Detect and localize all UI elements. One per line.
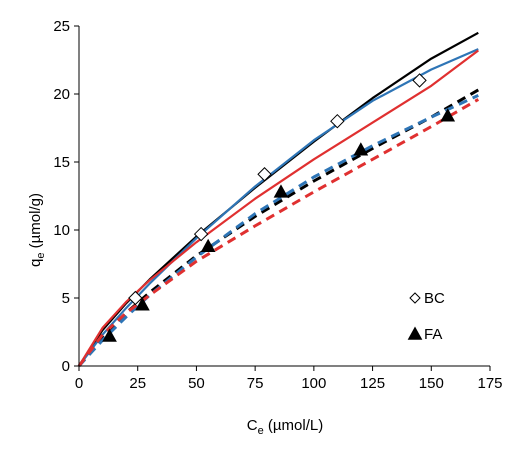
data-point-FA	[353, 142, 369, 156]
data-point-FA	[200, 238, 216, 253]
markers-layer	[102, 73, 456, 342]
fit-curves-layer	[77, 31, 480, 368]
y-axis-label: qe (µmol/g)	[27, 193, 47, 267]
data-point-BC	[128, 290, 143, 306]
x-tick-label: 175	[477, 375, 502, 392]
legend-marker-BC	[409, 292, 421, 304]
fit-curve-solid-2	[78, 48, 479, 367]
y-tick-label: 15	[53, 154, 70, 171]
data-point-FA	[135, 297, 150, 311]
x-tick-label: 75	[247, 375, 264, 392]
data-point-FA	[273, 184, 289, 198]
fit-curve-dashed-4	[77, 88, 480, 367]
data-point-BC	[193, 226, 209, 242]
x-tick-label: 25	[129, 375, 146, 392]
x-tick-label: 50	[188, 375, 205, 392]
axes-layer: 0 5 10 15 20 25 0 25 50 75 100 125 150 175	[53, 18, 502, 392]
y-tick-label: 25	[53, 18, 70, 35]
legend-marker-FA	[407, 326, 423, 340]
data-point-BC	[412, 73, 427, 88]
data-point-FA	[102, 328, 117, 342]
fit-curve-dashed-6	[77, 98, 480, 367]
x-tick-label: 0	[75, 375, 83, 392]
x-tick-label: 100	[301, 375, 326, 392]
y-tick-label: 10	[53, 222, 70, 239]
legend-label-FA: FA	[424, 326, 442, 343]
legend: BC FA	[407, 290, 445, 343]
data-point-BC	[257, 167, 272, 182]
fit-curve-dashed-5	[77, 94, 479, 368]
y-tick-label: 5	[62, 290, 70, 307]
x-tick-label: 150	[419, 375, 444, 392]
data-point-BC	[330, 113, 345, 129]
y-tick-label: 20	[53, 86, 70, 103]
fit-curve-solid-3	[78, 49, 479, 367]
x-tick-label: 125	[360, 375, 385, 392]
legend-label-BC: BC	[424, 290, 445, 307]
x-axis-label: Ce (µmol/L)	[247, 417, 323, 437]
y-tick-label: 0	[62, 358, 70, 375]
data-point-FA	[440, 108, 456, 122]
